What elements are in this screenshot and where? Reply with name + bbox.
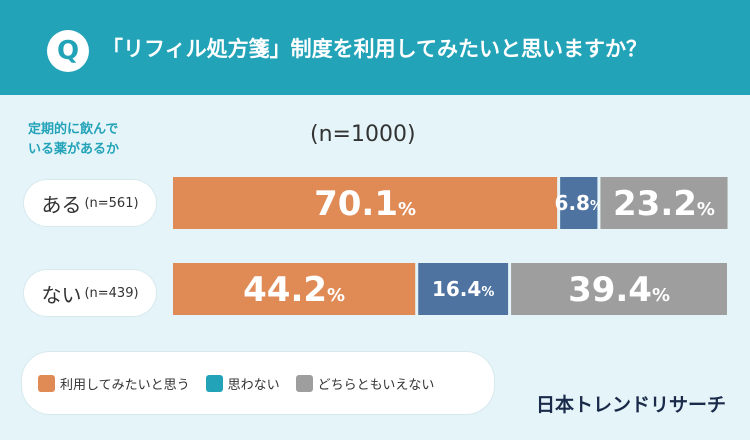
legend-label: 思わない xyxy=(227,377,280,393)
bar-segment xyxy=(600,177,728,229)
legend: 利用してみたいと思う 思わない どちらともいえない xyxy=(22,352,494,414)
brand-logo: 日本トレンドリサーチ xyxy=(536,394,727,416)
legend-label: 利用してみたいと思う xyxy=(60,377,190,393)
legend-swatch xyxy=(38,374,55,392)
category-sample-size: (n=439) xyxy=(84,285,139,301)
bar-value-label: 39.4% xyxy=(568,270,670,310)
bar-segment xyxy=(418,263,509,315)
bar-value-label: 6.8% xyxy=(555,191,603,215)
bar-segment xyxy=(560,177,598,229)
category-label: ある xyxy=(41,192,82,217)
bar-value-label: 44.2% xyxy=(243,270,345,310)
category-pill-0: ある (n=561) xyxy=(24,180,156,226)
question-badge: Q xyxy=(47,30,89,72)
category-pill-1: ない (n=439) xyxy=(24,270,156,316)
bar-segment xyxy=(173,263,416,315)
bar-value-label: 23.2% xyxy=(613,184,715,224)
question-title: 「リフィル処方箋」制度を利用してみたいと思いますか？ xyxy=(102,37,647,61)
legend-swatch xyxy=(205,374,223,392)
bar-value-label: 16.4% xyxy=(432,277,494,301)
legend-item: 利用してみたいと思う xyxy=(38,374,190,393)
bar-segment xyxy=(173,177,558,229)
row-axis-title-text: 定期的に飲んで いる薬があるか xyxy=(28,122,120,157)
legend-item: どちらともいえない xyxy=(295,374,435,393)
total-sample-size: (n=1000) xyxy=(310,122,416,147)
bar-segment xyxy=(511,263,727,315)
legend-item: 思わない xyxy=(205,374,280,393)
header-banner: Q 「リフィル処方箋」制度を利用してみたいと思いますか？ xyxy=(0,0,750,95)
category-label: ない xyxy=(41,282,82,307)
bar-value-label: 70.1% xyxy=(314,184,416,224)
legend-label: どちらともいえない xyxy=(317,377,435,393)
category-sample-size: (n=561) xyxy=(84,195,139,211)
row-axis-title: 定期的に飲んで いる薬があるか xyxy=(28,120,178,160)
legend-swatch xyxy=(295,374,313,392)
